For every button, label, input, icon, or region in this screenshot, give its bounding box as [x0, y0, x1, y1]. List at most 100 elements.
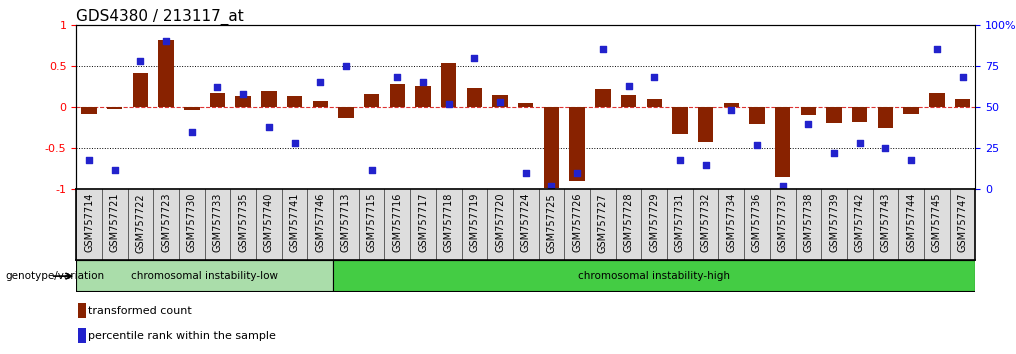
Text: chromosomal instability-high: chromosomal instability-high: [578, 271, 731, 281]
Text: GSM757743: GSM757743: [881, 193, 890, 252]
Text: GSM757737: GSM757737: [777, 193, 787, 252]
Point: [672, 157, 688, 162]
Text: GSM757725: GSM757725: [547, 193, 557, 252]
Bar: [569, 107, 585, 181]
Bar: [338, 107, 354, 118]
Text: GSM757723: GSM757723: [162, 193, 171, 252]
Point: [851, 141, 868, 146]
Text: GSM757713: GSM757713: [341, 193, 351, 252]
Bar: [416, 86, 431, 107]
Bar: [698, 107, 713, 142]
Text: GSM757734: GSM757734: [726, 193, 737, 252]
Point: [903, 157, 919, 162]
Point: [723, 108, 740, 113]
Text: GSM757721: GSM757721: [110, 193, 120, 252]
Text: GSM757738: GSM757738: [804, 193, 814, 252]
Text: GSM757742: GSM757742: [854, 193, 865, 252]
Bar: [775, 107, 790, 177]
Point: [312, 80, 328, 85]
Text: GSM757739: GSM757739: [829, 193, 839, 252]
Point: [81, 157, 98, 162]
Bar: [441, 63, 456, 107]
Point: [364, 167, 380, 172]
Point: [492, 99, 508, 105]
Point: [107, 167, 123, 172]
Text: GSM757720: GSM757720: [495, 193, 505, 252]
Point: [826, 150, 842, 156]
Bar: [646, 99, 662, 107]
Bar: [595, 89, 611, 107]
Point: [801, 121, 817, 126]
Point: [441, 101, 457, 107]
Bar: [107, 107, 123, 109]
Point: [594, 47, 611, 52]
Text: GSM757718: GSM757718: [444, 193, 454, 252]
Text: GSM757736: GSM757736: [752, 193, 762, 252]
Point: [261, 124, 277, 130]
Text: percentile rank within the sample: percentile rank within the sample: [88, 331, 276, 341]
Text: GSM757740: GSM757740: [264, 193, 274, 252]
Point: [157, 38, 175, 44]
Text: GSM757746: GSM757746: [315, 193, 325, 252]
Text: chromosomal instability-low: chromosomal instability-low: [131, 271, 278, 281]
Bar: [466, 88, 483, 107]
Bar: [493, 95, 508, 107]
Point: [697, 162, 713, 167]
Bar: [133, 73, 148, 107]
Text: GSM757724: GSM757724: [521, 193, 530, 252]
Bar: [518, 103, 533, 107]
Bar: [78, 303, 85, 318]
Text: GSM757744: GSM757744: [906, 193, 916, 252]
Point: [517, 170, 534, 176]
Bar: [723, 103, 739, 107]
Text: GSM757741: GSM757741: [290, 193, 300, 252]
Bar: [184, 107, 199, 110]
Text: GSM757717: GSM757717: [418, 193, 428, 252]
Bar: [158, 40, 174, 107]
Text: GSM757716: GSM757716: [392, 193, 402, 252]
Bar: [826, 107, 842, 123]
Point: [621, 83, 637, 88]
Point: [389, 75, 405, 80]
Point: [466, 55, 483, 61]
Bar: [852, 107, 868, 122]
Point: [877, 145, 894, 151]
Bar: [903, 107, 918, 114]
Bar: [76, 260, 333, 292]
Bar: [673, 107, 688, 134]
Point: [209, 85, 226, 90]
Text: GSM757728: GSM757728: [624, 193, 634, 252]
Point: [929, 47, 945, 52]
Bar: [621, 95, 636, 107]
Bar: [544, 107, 559, 188]
Bar: [261, 91, 276, 107]
Text: GDS4380 / 213117_at: GDS4380 / 213117_at: [76, 8, 244, 25]
Point: [774, 183, 790, 189]
Text: GSM757715: GSM757715: [367, 193, 377, 252]
Bar: [313, 101, 328, 107]
Text: GSM757719: GSM757719: [469, 193, 480, 252]
Bar: [209, 93, 226, 107]
Point: [569, 170, 585, 176]
Bar: [955, 99, 970, 107]
Bar: [78, 328, 85, 343]
Bar: [364, 94, 379, 107]
Text: GSM757733: GSM757733: [212, 193, 223, 252]
Text: GSM757727: GSM757727: [597, 193, 608, 252]
Bar: [929, 93, 945, 107]
Text: GSM757729: GSM757729: [649, 193, 659, 252]
Text: transformed count: transformed count: [88, 306, 192, 316]
Text: GSM757731: GSM757731: [675, 193, 685, 252]
Point: [954, 75, 970, 80]
Text: GSM757732: GSM757732: [701, 193, 710, 252]
Text: GSM757730: GSM757730: [187, 193, 197, 252]
Point: [235, 91, 251, 97]
Text: genotype/variation: genotype/variation: [5, 271, 105, 281]
Point: [337, 63, 354, 69]
Point: [544, 183, 560, 189]
Point: [646, 75, 662, 80]
Bar: [801, 107, 816, 115]
Point: [287, 141, 303, 146]
Bar: [236, 96, 251, 107]
Bar: [749, 107, 765, 124]
